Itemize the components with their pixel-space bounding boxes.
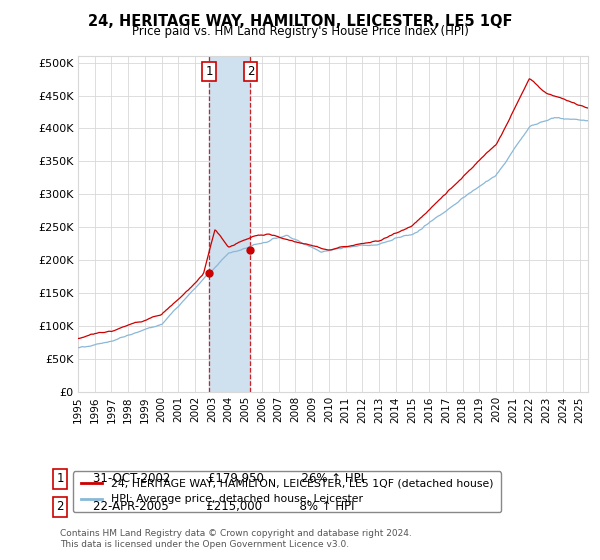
Legend: 24, HERITAGE WAY, HAMILTON, LEICESTER, LE5 1QF (detached house), HPI: Average pr: 24, HERITAGE WAY, HAMILTON, LEICESTER, L… <box>73 472 501 512</box>
Text: Contains HM Land Registry data © Crown copyright and database right 2024.
This d: Contains HM Land Registry data © Crown c… <box>60 529 412 549</box>
Text: 1: 1 <box>56 472 64 486</box>
Text: Price paid vs. HM Land Registry's House Price Index (HPI): Price paid vs. HM Land Registry's House … <box>131 25 469 38</box>
Text: 24, HERITAGE WAY, HAMILTON, LEICESTER, LE5 1QF: 24, HERITAGE WAY, HAMILTON, LEICESTER, L… <box>88 14 512 29</box>
Text: 2: 2 <box>247 65 254 78</box>
Text: 1: 1 <box>205 65 213 78</box>
Text: 22-APR-2005          £215,000          8% ↑ HPI: 22-APR-2005 £215,000 8% ↑ HPI <box>93 500 355 514</box>
Text: 2: 2 <box>56 500 64 514</box>
Text: 31-OCT-2002          £179,950          26% ↑ HPI: 31-OCT-2002 £179,950 26% ↑ HPI <box>93 472 364 486</box>
Bar <box>209 56 250 392</box>
